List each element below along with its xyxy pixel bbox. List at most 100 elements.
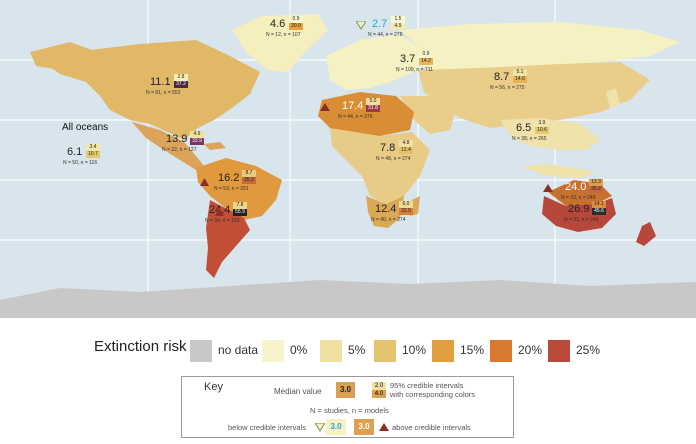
legend-swatch (432, 340, 454, 362)
ci-high-value: 37.2 (174, 81, 188, 88)
median-value: 12.4 (375, 203, 397, 215)
median-value: 26.9 (568, 203, 590, 215)
extinction-risk-legend: Extinction risk no data 0% 5% 10% 15% 20% 25% (0, 328, 696, 368)
median-value: 7.8 (380, 142, 396, 154)
ci-low-value: 0.9 (419, 51, 433, 58)
legend-swatch (490, 340, 512, 362)
counts-label: N = 12, n = 107 (266, 32, 301, 38)
key-title: Key (204, 381, 223, 393)
down-triangle-icon (356, 21, 366, 30)
legend-label: 10% (402, 343, 427, 357)
counts-label: N = 38, n = 265 (512, 136, 547, 142)
ci-high-value: 14.6 (513, 76, 527, 83)
ci-example-high: 2.0 (372, 382, 386, 390)
median-value: 17.4 (342, 100, 364, 112)
north-asia-shape (400, 22, 680, 72)
north-africa-shape (318, 92, 414, 136)
ci-example-low: 4.0 (372, 390, 386, 398)
central-america-shape (132, 122, 204, 170)
europe-shape (326, 34, 420, 90)
ci-high-value: 25.2 (589, 186, 603, 193)
counts-label: N = 44, n = 278 (368, 32, 403, 38)
median-value: 4.6 (270, 18, 286, 30)
legend-swatch (320, 340, 342, 362)
ci-high-value: 22.5 (399, 208, 413, 215)
legend-label: 20% (518, 343, 543, 357)
median-value: 6.5 (516, 122, 532, 134)
median-value: 16.2 (218, 172, 240, 184)
legend-label: 25% (576, 343, 601, 357)
median-example-box: 3.0 (336, 382, 355, 398)
legend-swatch (548, 340, 570, 362)
counts-label: N = 48, n = 274 (376, 156, 411, 162)
median-value: 2.7 (372, 18, 388, 30)
below-label: below credible intervals (228, 423, 306, 432)
ci-high-value: 10.7 (86, 151, 100, 158)
legend-label: 0% (290, 343, 308, 357)
ci-low-value: 2.8 (174, 74, 188, 81)
greenland-shape (232, 14, 328, 72)
ci-high-value: 4.9 (391, 23, 405, 30)
ci-high-value: 45.6 (592, 208, 606, 215)
world-map (0, 0, 696, 318)
up-triangle-icon (543, 184, 553, 192)
counts-label: N = 81, n = 552 (146, 90, 181, 96)
ci-low-value: 4.8 (399, 140, 413, 147)
median-label: Median value (274, 387, 322, 396)
median-value: 11.1 (150, 76, 171, 88)
counts-note: N = studies, n = models (310, 406, 389, 415)
ci-high-value: 14.2 (419, 58, 433, 65)
up-triangle-icon (215, 208, 224, 216)
ci-low-value: 5.0 (366, 98, 380, 105)
counts-label: N = 33, n = 249 (564, 217, 599, 223)
ci-high-value: 33.9 (190, 138, 204, 145)
legend-swatch (374, 340, 396, 362)
ci-label-line1: 95% credible intervals (390, 381, 464, 390)
counts-label: N = 34, n = 150 (205, 218, 240, 224)
counts-label: N = 44, n = 276 (338, 114, 373, 120)
ci-low-value: 8.7 (242, 170, 256, 177)
ci-low-value: 3.4 (86, 144, 100, 151)
up-triangle-icon (379, 423, 389, 431)
key-box: Key Median value 3.0 2.0 4.0 95% credibl… (181, 376, 514, 438)
legend-title: Extinction risk (94, 338, 187, 355)
ci-low-value: 4.9 (190, 131, 204, 138)
legend-label: 5% (348, 343, 366, 357)
region-title: All oceans (62, 122, 109, 133)
ci-high-value: 31.8 (366, 105, 380, 112)
counts-label: N = 109, n = 711 (396, 67, 433, 73)
ci-high-value: 10.6 (535, 127, 549, 134)
counts-label: N = 56, n = 275 (490, 85, 525, 91)
asia-shape (418, 62, 650, 128)
ci-high-value: 55.9 (233, 209, 247, 216)
ci-high-value: 20.0 (289, 23, 303, 30)
ci-low-value: 5.1 (513, 69, 527, 76)
legend-label: 15% (460, 343, 485, 357)
south-africa-shape (366, 196, 404, 228)
down-triangle-icon (315, 423, 325, 432)
median-value: 13.9 (166, 133, 188, 145)
ci-high-value: 25.2 (242, 177, 256, 184)
counts-label: N = 22, n = 127 (162, 147, 197, 153)
ci-low-value: 13.3 (589, 179, 603, 186)
median-value: 24.0 (565, 181, 587, 193)
southeast-asia-shape (500, 118, 600, 150)
ci-low-value: 1.5 (391, 16, 405, 23)
legend-label: no data (218, 343, 259, 357)
ci-low-value: 0.9 (289, 16, 303, 23)
ci-label-line2: with corresponding colors (390, 390, 476, 399)
above-label: above credible intervals (392, 423, 471, 432)
legend-swatch (190, 340, 212, 362)
median-value: 8.7 (494, 71, 510, 83)
south-america-south-shape (206, 200, 250, 278)
up-triangle-icon (320, 103, 330, 111)
median-value: 3.7 (400, 53, 416, 65)
antarctica-shape (0, 280, 696, 318)
ci-low-value: 6.0 (399, 201, 413, 208)
ci-high-value: 12.4 (399, 147, 413, 154)
counts-label: N = 40, n = 274 (371, 217, 406, 223)
legend-swatch (262, 340, 284, 362)
ci-low-value: 7.8 (233, 202, 247, 209)
south-america-north-shape (196, 158, 282, 220)
ci-low-value: 14.1 (592, 201, 606, 208)
